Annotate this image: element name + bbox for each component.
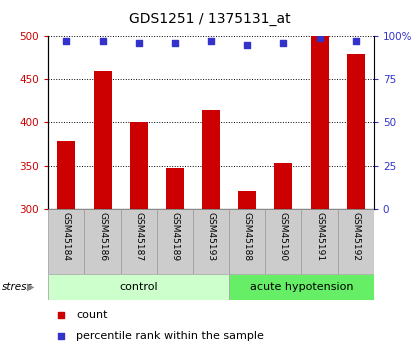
Bar	[58, 141, 76, 209]
Point	[63, 39, 70, 44]
Text: acute hypotension: acute hypotension	[250, 282, 353, 292]
Bar	[274, 163, 292, 209]
Bar	[310, 36, 328, 209]
Bar	[157, 209, 193, 274]
Point	[58, 333, 65, 339]
Text: stress: stress	[2, 282, 33, 292]
Text: GSM45187: GSM45187	[134, 212, 143, 261]
Text: GSM45186: GSM45186	[98, 212, 107, 261]
Bar	[130, 121, 148, 209]
Bar	[48, 209, 84, 274]
Point	[58, 313, 65, 318]
Text: GSM45188: GSM45188	[243, 212, 252, 261]
Bar	[265, 209, 302, 274]
Bar	[346, 54, 365, 209]
Bar	[121, 209, 157, 274]
Bar	[238, 191, 256, 209]
Text: control: control	[119, 282, 158, 292]
Text: GDS1251 / 1375131_at: GDS1251 / 1375131_at	[129, 12, 291, 26]
Point	[135, 40, 142, 46]
Text: ▶: ▶	[27, 282, 35, 292]
Point	[171, 40, 178, 46]
Bar	[338, 209, 374, 274]
Point	[244, 42, 251, 48]
Bar	[193, 209, 229, 274]
Text: count: count	[76, 310, 108, 320]
Text: GSM45184: GSM45184	[62, 212, 71, 261]
Text: GSM45189: GSM45189	[171, 212, 179, 261]
Bar	[202, 110, 220, 209]
Text: GSM45192: GSM45192	[351, 212, 360, 261]
Point	[99, 39, 106, 44]
Bar	[229, 209, 265, 274]
Text: GSM45193: GSM45193	[207, 212, 215, 261]
Point	[352, 39, 359, 44]
Text: GSM45191: GSM45191	[315, 212, 324, 261]
Bar	[229, 274, 374, 300]
Bar	[94, 71, 112, 209]
Point	[280, 40, 287, 46]
Bar	[166, 168, 184, 209]
Point	[316, 35, 323, 41]
Bar	[84, 209, 121, 274]
Bar	[302, 209, 338, 274]
Bar	[48, 274, 229, 300]
Text: GSM45190: GSM45190	[279, 212, 288, 261]
Text: percentile rank within the sample: percentile rank within the sample	[76, 331, 264, 341]
Point	[208, 39, 215, 44]
